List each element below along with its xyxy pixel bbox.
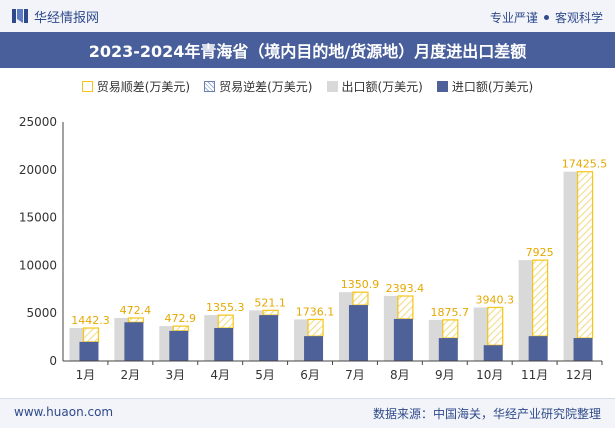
import-bar <box>393 318 413 361</box>
legend-label-deficit: 贸易逆差(万美元) <box>219 79 313 94</box>
legend-swatch-export <box>326 80 338 92</box>
legend-item-export: 出口额(万美元) <box>326 76 423 96</box>
data-labels: 1442.3 472.4 472.9 1355.3 521.1 1736.1 1350.9 2… <box>71 158 607 327</box>
x-tick-label: 5月 <box>255 368 275 382</box>
x-tick-label: 7月 <box>345 368 365 382</box>
chart-title: 2023-2024年青海省（境内目的地/货源地）月度进出口差额 <box>0 32 615 68</box>
import-bar <box>169 330 189 361</box>
surplus-bar <box>262 309 279 316</box>
tagline: 专业严谨 客观科学 <box>490 9 603 26</box>
data-label: 1355.3 <box>206 301 245 314</box>
bars <box>69 171 594 361</box>
surplus-bar <box>127 317 144 323</box>
data-label: 3940.3 <box>475 293 514 306</box>
x-tick-label: 4月 <box>210 368 230 382</box>
legend-swatch-import <box>436 80 448 92</box>
legend-swatch-deficit <box>204 80 216 92</box>
y-tick-label: 15000 <box>19 211 57 225</box>
legend-item-deficit: 贸易逆差(万美元) <box>204 76 313 96</box>
surplus-bar <box>532 259 549 337</box>
import-bar <box>483 345 503 361</box>
brand-logo-icon <box>12 9 28 23</box>
footer-website: www.huaon.com <box>14 405 114 419</box>
footer: www.huaon.com 数据来源：中国海关，华经产业研究院整理 <box>0 398 615 428</box>
x-tick-label: 8月 <box>390 368 410 382</box>
legend-label-export: 出口额(万美元) <box>341 79 423 94</box>
surplus-bar <box>217 314 234 329</box>
x-tick-label: 1月 <box>76 368 96 382</box>
tagline-right: 客观科学 <box>554 11 603 25</box>
data-label: 1736.1 <box>296 305 335 318</box>
legend-item-import: 进口额(万美元) <box>436 76 534 96</box>
data-label: 1442.3 <box>71 314 110 327</box>
y-tick-label: 0 <box>49 354 57 368</box>
y-tick-label: 20000 <box>19 163 57 177</box>
data-label: 472.4 <box>120 304 152 317</box>
y-tick-label: 25000 <box>19 115 57 129</box>
data-label: 1875.7 <box>431 306 470 319</box>
data-label: 521.1 <box>254 296 286 309</box>
import-bar <box>124 322 144 361</box>
import-bar <box>348 305 368 361</box>
footer-source: 数据来源：中国海关，华经产业研究院整理 <box>372 407 601 421</box>
top-bar: 华经情报网 专业严谨 客观科学 <box>0 0 615 33</box>
data-label: 7925 <box>526 246 554 259</box>
x-tick-label: 10月 <box>476 368 503 382</box>
import-bar <box>259 315 279 361</box>
chart-legend: 贸易顺差(万美元) 贸易逆差(万美元) 出口额(万美元) 进口额(万美元) <box>0 76 615 96</box>
y-axis: 0 5000 10000 15000 20000 25000 <box>19 115 64 368</box>
tagline-left: 专业严谨 <box>489 11 538 25</box>
import-bar <box>438 338 458 361</box>
x-tick-label: 2月 <box>121 368 141 382</box>
data-label: 17425.5 <box>562 158 608 171</box>
surplus-bar <box>442 319 459 339</box>
x-axis: 1月 2月 3月 4月 5月 6月 7月 8月 9月 10月 11月 12月 <box>63 360 603 382</box>
legend-label-surplus: 贸易顺差(万美元) <box>96 79 191 94</box>
separator-dot-icon <box>543 15 549 20</box>
x-tick-label: 6月 <box>300 368 320 382</box>
import-bar <box>528 336 548 361</box>
surplus-bar <box>307 318 324 337</box>
y-tick-label: 5000 <box>26 306 57 320</box>
import-bar <box>79 341 99 361</box>
surplus-bar <box>487 306 504 346</box>
brand: 华经情报网 <box>12 7 100 26</box>
surplus-bar <box>576 171 594 339</box>
data-label: 2393.4 <box>386 282 425 295</box>
x-tick-label: 3月 <box>165 368 185 382</box>
legend-item-surplus: 贸易顺差(万美元) <box>81 76 191 96</box>
x-tick-label: 12月 <box>566 368 593 382</box>
x-tick-label: 11月 <box>521 368 548 382</box>
surplus-bar <box>82 327 100 343</box>
surplus-bar <box>397 295 414 320</box>
y-tick-label: 10000 <box>19 258 57 272</box>
surplus-bar <box>352 291 369 306</box>
data-label: 1350.9 <box>341 278 380 291</box>
import-bar <box>214 328 234 361</box>
data-label: 472.9 <box>165 312 197 325</box>
legend-label-import: 进口额(万美元) <box>451 79 534 94</box>
import-bar <box>573 338 593 361</box>
brand-name: 华经情报网 <box>34 10 100 26</box>
legend-swatch-surplus <box>81 80 93 92</box>
x-tick-label: 9月 <box>435 368 455 382</box>
import-bar <box>304 336 324 361</box>
chart-plot: 0 5000 10000 15000 20000 25000 1442.3 472.4 472… <box>19 115 607 382</box>
surplus-bar <box>172 325 189 332</box>
